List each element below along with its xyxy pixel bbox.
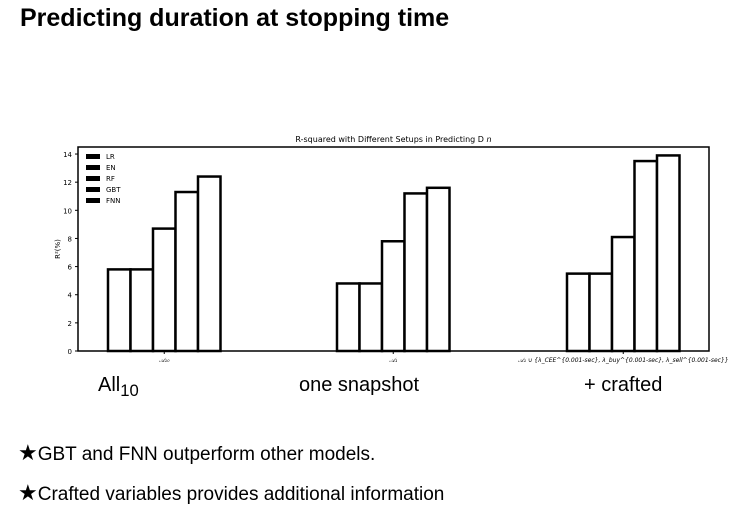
bullet-text: Crafted variables provides additional in… xyxy=(37,484,445,505)
legend-swatch-fnn xyxy=(86,198,100,203)
bar-lr-0 xyxy=(106,268,132,353)
bar-fnn-1 xyxy=(425,186,451,353)
legend-label-rf: RF xyxy=(106,175,115,183)
y-tick-label: 0 xyxy=(68,348,72,356)
slide-title: Predicting duration at stopping time xyxy=(20,4,450,32)
x-tick-label: 𝒜₁ ∪ {λ_CEE^{0.001-sec}, λ_buy^{0.001-se… xyxy=(518,357,729,364)
y-tick-label: 8 xyxy=(68,235,72,243)
legend-label-gbt: GBT xyxy=(106,186,121,194)
caption-all10: All10 xyxy=(98,374,139,401)
y-tick-label: 12 xyxy=(63,179,72,187)
star-icon: ★ xyxy=(18,440,38,465)
bar-lr-1 xyxy=(335,282,361,353)
y-axis-label: R²(%) xyxy=(54,239,62,259)
legend-swatch-gbt xyxy=(86,187,100,192)
bar-gbt-2 xyxy=(633,159,659,353)
bar-en-1 xyxy=(358,282,384,353)
star-icon: ★ xyxy=(18,480,38,505)
y-tick-label: 6 xyxy=(68,264,73,272)
legend-label-lr: LR xyxy=(106,153,115,161)
caption-all10-main: All xyxy=(98,374,121,396)
bar-rf-1 xyxy=(380,240,406,353)
caption-crafted: + crafted xyxy=(584,374,663,396)
legend-swatch-rf xyxy=(86,176,100,181)
bar-rf-0 xyxy=(151,227,177,353)
caption-all10-sub: 10 xyxy=(120,381,139,400)
bar-en-2 xyxy=(588,272,614,353)
legend-swatch-lr xyxy=(86,154,100,159)
bar-gbt-0 xyxy=(174,190,200,353)
bar-lr-2 xyxy=(565,272,591,353)
bar-en-0 xyxy=(129,268,155,353)
caption-one-snapshot: one snapshot xyxy=(299,374,420,396)
bar-fnn-0 xyxy=(196,175,222,353)
y-tick-label: 2 xyxy=(68,320,72,328)
legend-label-fnn: FNN xyxy=(106,197,121,205)
bar-fnn-2 xyxy=(655,154,681,353)
bullet-text: GBT and FNN outperform other models. xyxy=(37,444,376,465)
chart-title: R-squared with Different Setups in Predi… xyxy=(295,135,491,144)
y-tick-label: 10 xyxy=(63,207,72,215)
bar-gbt-1 xyxy=(403,192,429,353)
legend-label-en: EN xyxy=(106,164,116,172)
chart-title-subscript: n xyxy=(487,135,492,144)
bullet-crafted: ★Crafted variables provides additional i… xyxy=(18,480,444,506)
bar-rf-2 xyxy=(610,235,636,353)
y-tick-label: 14 xyxy=(63,151,72,159)
y-tick-label: 4 xyxy=(68,292,73,300)
legend-swatch-en xyxy=(86,165,100,170)
x-tick-label: 𝒜₁ xyxy=(389,357,398,364)
bullet-gbt-fnn: ★GBT and FNN outperform other models. xyxy=(18,440,375,466)
x-tick-label: 𝒜₁₀ xyxy=(159,357,170,364)
